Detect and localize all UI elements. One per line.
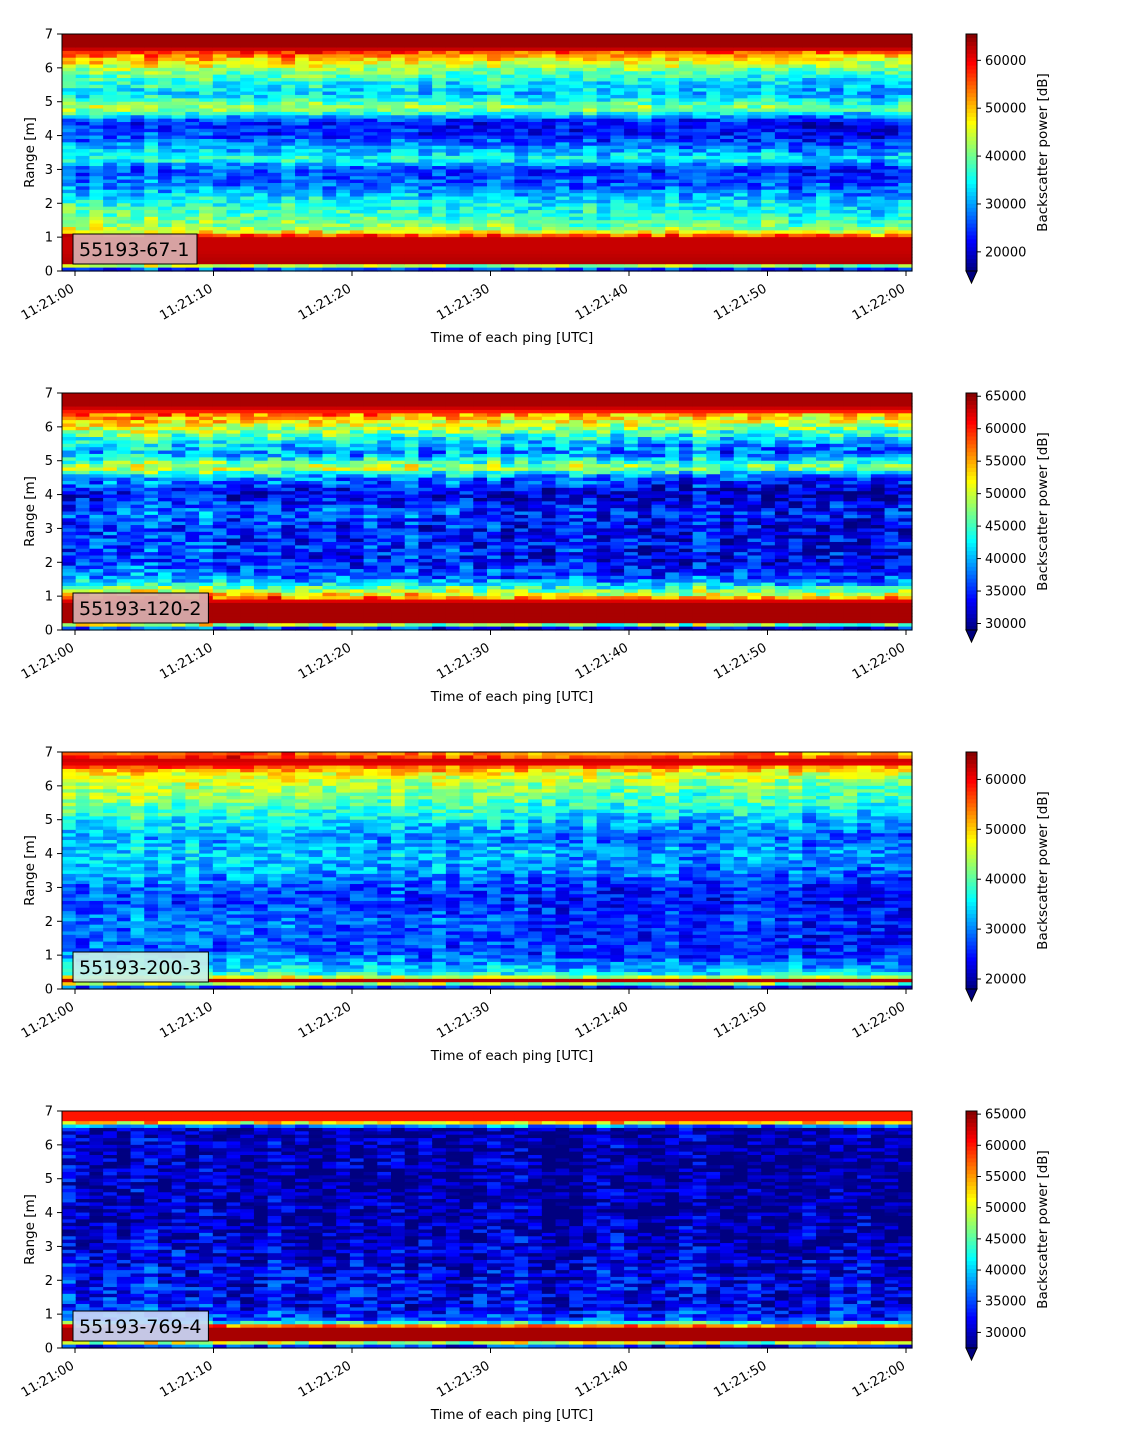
x-tick-label: 11:21:30 (434, 281, 492, 323)
y-axis-label: Range [m] (22, 117, 38, 188)
x-tick-label: 11:21:00 (19, 281, 77, 323)
y-tick-label: 5 (45, 95, 53, 110)
colorbar-segment (966, 137, 977, 141)
colorbar-segment (966, 263, 977, 267)
x-axis-label: Time of each ping [UTC] (430, 330, 594, 346)
annotation-label: 55193-67-1 (79, 239, 189, 261)
colorbar-tick-label: 20000 (985, 245, 1026, 260)
colorbar-segment (966, 133, 977, 137)
colorbar-segment (966, 62, 977, 66)
y-tick-label: 6 (45, 61, 53, 76)
y-tick-label: 3 (45, 163, 53, 178)
colorbar-segment (966, 54, 977, 58)
colorbar-tick-label: 60000 (985, 54, 1026, 69)
colorbar-segment (966, 208, 977, 212)
colorbar-segment (966, 81, 977, 85)
colorbar-segment (966, 66, 977, 70)
colorbar-tick-label: 50000 (985, 102, 1026, 117)
x-tick-label: 11:21:20 (296, 281, 354, 323)
colorbar-segment (966, 243, 977, 247)
colorbar-segment (966, 117, 977, 121)
colorbar-segment (966, 58, 977, 62)
colorbar-segment (966, 216, 977, 220)
colorbar-segment (966, 172, 977, 176)
colorbar-segment (966, 77, 977, 81)
colorbar-segment (966, 235, 977, 239)
colorbar-segment (966, 97, 977, 101)
colorbar-segment (966, 42, 977, 46)
colorbar-segment (966, 129, 977, 133)
colorbar-segment (966, 125, 977, 129)
colorbar-segment (966, 184, 977, 188)
colorbar-segment (966, 212, 977, 216)
colorbar-segment (966, 34, 977, 38)
colorbar-tick-label: 40000 (985, 150, 1026, 165)
colorbar-segment (966, 121, 977, 125)
colorbar-segment (966, 196, 977, 200)
colorbar-segment (966, 93, 977, 97)
colorbar-segment (966, 85, 977, 89)
colorbar-segment (966, 109, 977, 113)
colorbar-segment (966, 89, 977, 93)
colorbar-segment (966, 259, 977, 263)
colorbar-1: 20000 30000 40000 50000 60000 Backscatter pow… (966, 34, 1051, 283)
panel-1: 0 1 2 3 4 5 6 7 11:21:00 11:21:10 11:21:20 11:21:30… (19, 28, 1051, 347)
annotation-box: 55193-67-1 (73, 234, 197, 264)
colorbar-segment (966, 200, 977, 204)
colorbar-segment (966, 224, 977, 228)
colorbar-segment (966, 255, 977, 259)
colorbar-segment (966, 247, 977, 251)
colorbar-segment (966, 251, 977, 255)
colorbar-segment (966, 176, 977, 180)
colorbar-segment (966, 160, 977, 164)
y-tick-label: 2 (45, 197, 53, 212)
x-tick-label: 11:22:00 (850, 281, 908, 323)
colorbar-segment (966, 188, 977, 192)
colorbar-tick-label: 30000 (985, 197, 1026, 212)
x-tick-label: 11:21:40 (573, 281, 631, 323)
colorbar-segment (966, 74, 977, 78)
colorbar-segment (966, 192, 977, 196)
colorbar-segment (966, 70, 977, 74)
x-tick-label: 11:21:10 (157, 281, 215, 323)
colorbar-segment (966, 164, 977, 168)
colorbar-segment (966, 145, 977, 149)
colorbar-segment (966, 50, 977, 54)
colorbar-segment (966, 101, 977, 105)
colorbar-segment (966, 38, 977, 42)
colorbar-segment (966, 180, 977, 184)
y-tick-label: 7 (45, 28, 53, 43)
colorbar-segment (966, 239, 977, 243)
y-tick-label: 0 (45, 265, 53, 280)
colorbar-segment (966, 149, 977, 153)
colorbar-segment (966, 141, 977, 145)
colorbar-label: Backscatter power [dB] (1035, 73, 1051, 232)
colorbar-segment (966, 153, 977, 157)
y-tick-label: 4 (45, 129, 53, 144)
colorbar-segment (966, 204, 977, 208)
y-tick-label: 1 (45, 231, 53, 246)
colorbar-segment (966, 168, 977, 172)
colorbar-segment (966, 220, 977, 224)
colorbar-segment (966, 105, 977, 109)
colorbar-segment (966, 156, 977, 160)
colorbar-segment (966, 113, 977, 117)
colorbar-segment (966, 46, 977, 50)
colorbar-segment (966, 232, 977, 236)
colorbar-extend-arrow (966, 271, 977, 283)
x-tick-label: 11:21:50 (711, 281, 769, 323)
colorbar-segment (966, 228, 977, 232)
